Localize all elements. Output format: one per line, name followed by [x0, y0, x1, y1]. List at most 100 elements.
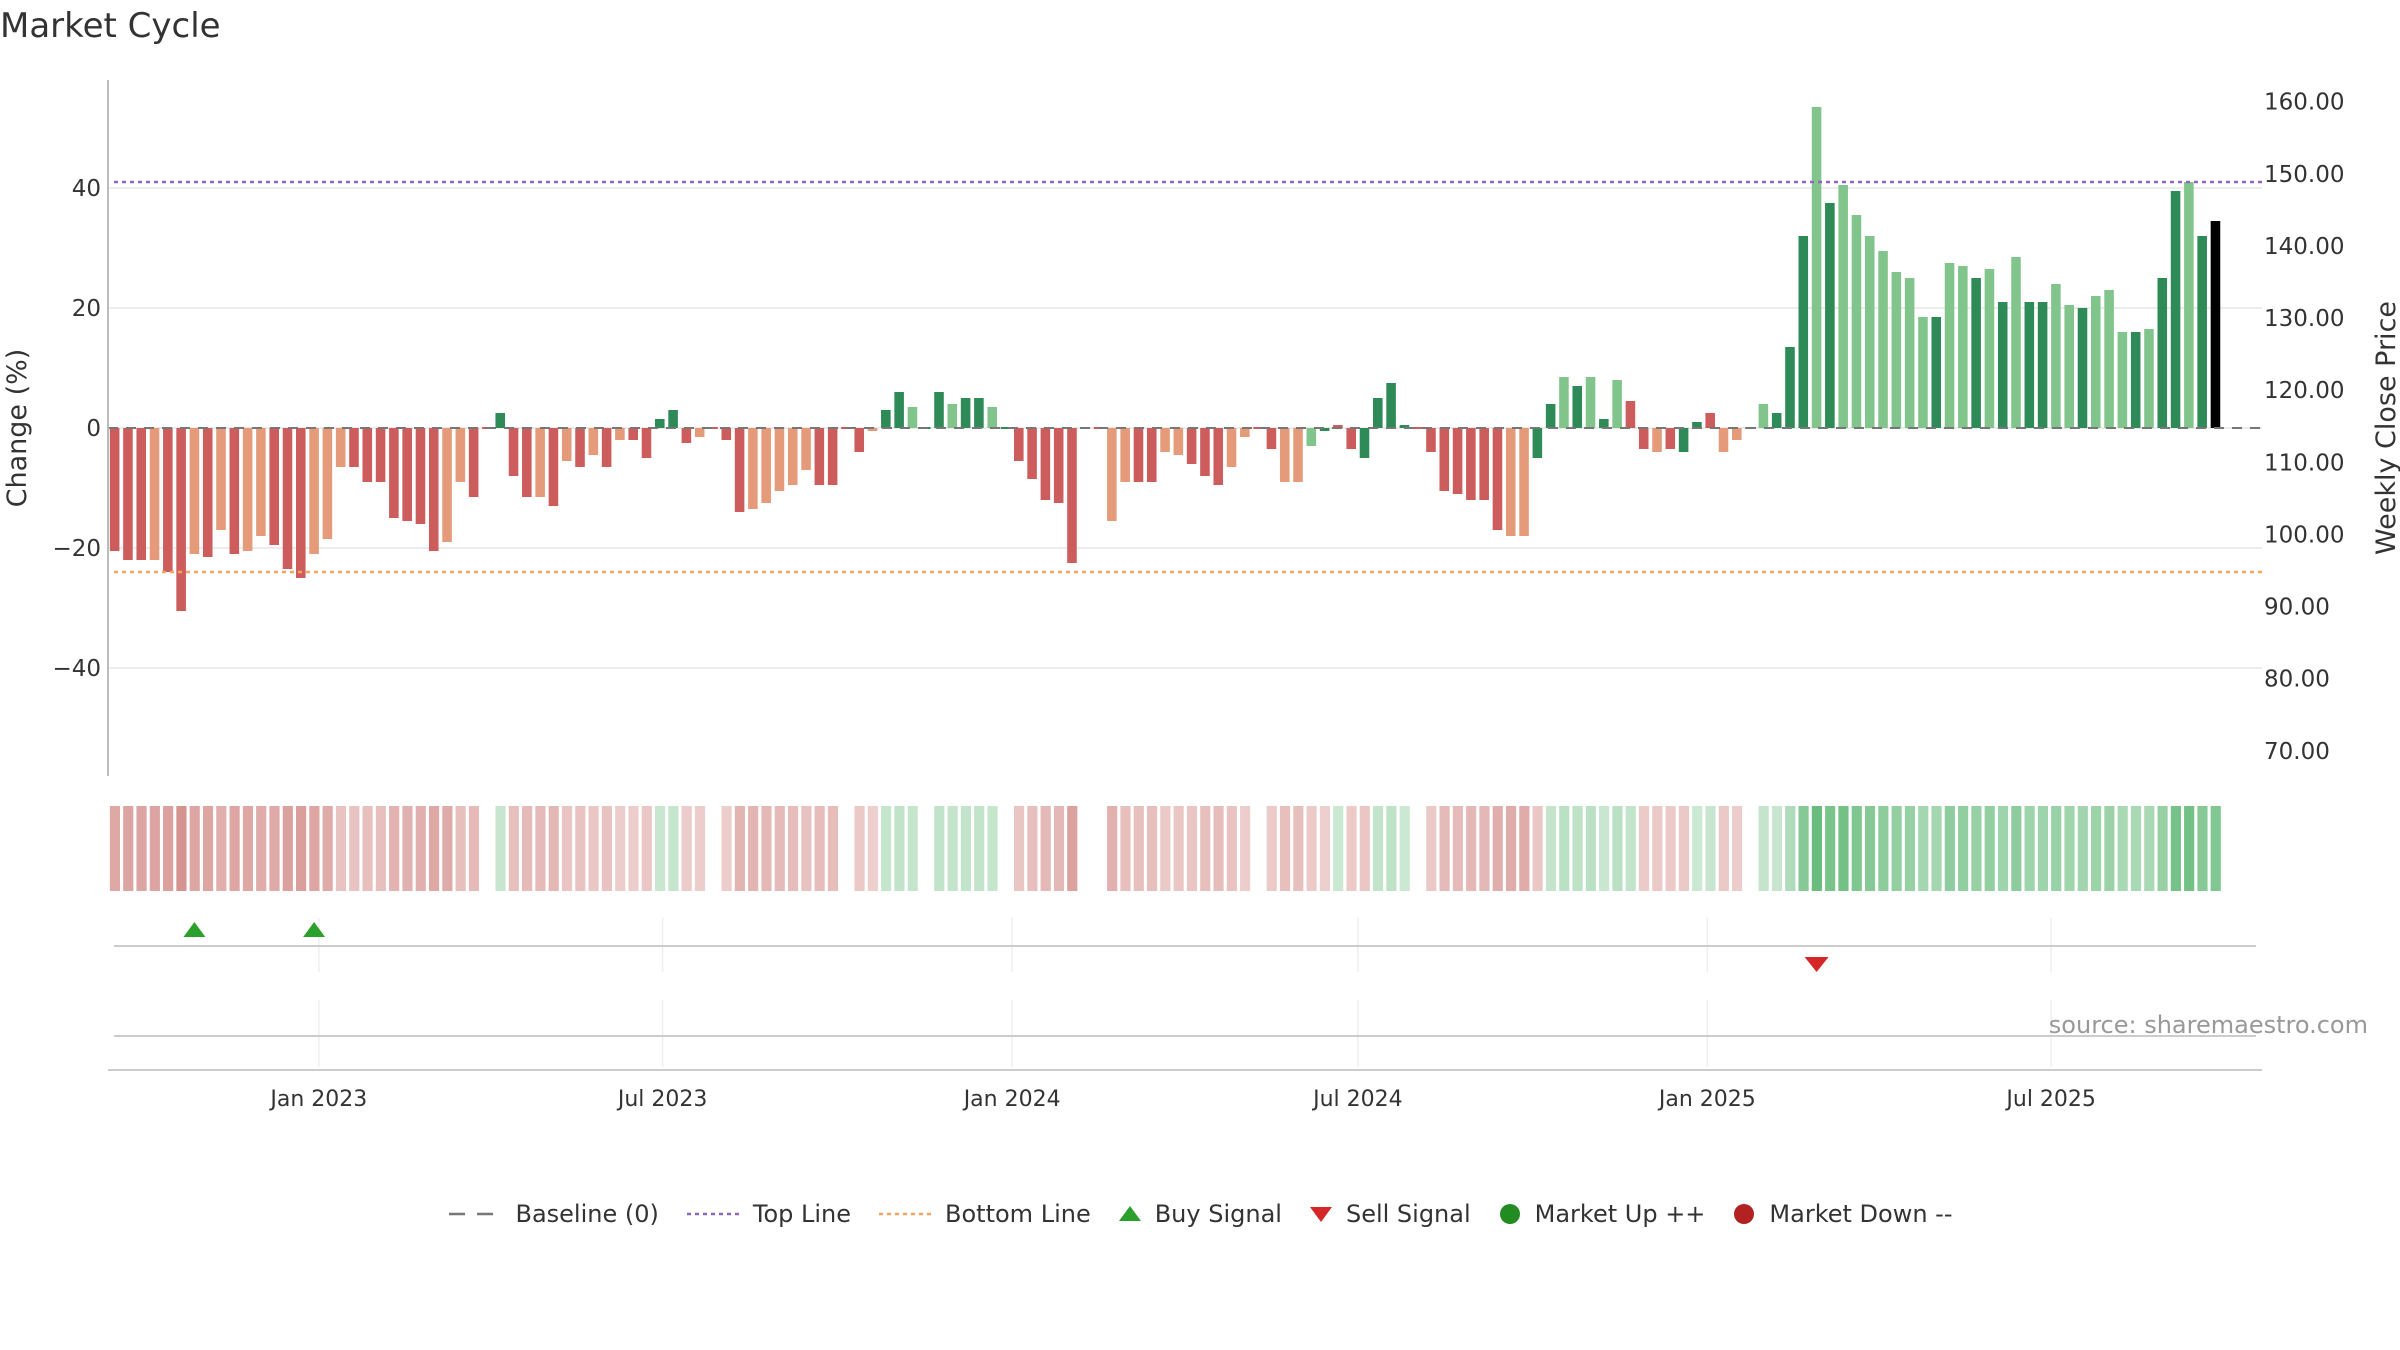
bar [1333, 425, 1343, 428]
bar [468, 428, 479, 497]
heat-cell [522, 806, 533, 891]
bar [615, 428, 625, 440]
heat-cell [2144, 806, 2155, 891]
heat-cell [1931, 806, 1942, 891]
heat-cell [1545, 806, 1557, 891]
bar [1572, 386, 1583, 428]
heat-cell [1373, 806, 1384, 891]
bar [1027, 428, 1037, 479]
heat-cell [1771, 806, 1783, 891]
heat-cell [216, 806, 227, 891]
heat-cell [202, 806, 214, 891]
x-tick-label: Jan 2023 [268, 1087, 367, 1112]
bar [694, 428, 705, 437]
heat-cell [655, 806, 666, 891]
bar [1359, 428, 1370, 458]
heat-cell [322, 806, 333, 891]
bar [1279, 428, 1290, 482]
heat-cell [1825, 806, 1836, 891]
legend-label: Buy Signal [1154, 1200, 1282, 1228]
legend-item: Sell Signal [1308, 1200, 1471, 1228]
legend-label: Sell Signal [1345, 1200, 1471, 1228]
bar [2157, 278, 2168, 428]
heat-cell [1625, 806, 1636, 891]
y2-tick-label: 130.00 [2264, 306, 2344, 332]
bar [136, 428, 147, 560]
buy-signal-marker [303, 922, 326, 937]
bar [960, 398, 971, 428]
bar [1200, 428, 1210, 476]
bar [1306, 428, 1317, 446]
y2-tick-label: 160.00 [2264, 90, 2344, 116]
heat-cell [1466, 806, 1477, 891]
heat-cell [1532, 806, 1543, 891]
heat-cell [2037, 806, 2048, 891]
bar [1811, 107, 1822, 428]
heat-cell [1240, 806, 1251, 891]
bar [1625, 401, 1636, 428]
bar [2077, 308, 2088, 428]
bar [1226, 428, 1237, 467]
heat-cell [1452, 806, 1463, 891]
bar [2037, 302, 2048, 428]
heat-cell [628, 806, 639, 891]
bar [1412, 427, 1423, 429]
bar [2024, 302, 2035, 428]
bar [1399, 425, 1410, 428]
heat-cell [1572, 806, 1583, 891]
bar [1838, 185, 1848, 428]
heat-cell [1638, 806, 1650, 891]
bar [123, 428, 133, 560]
bar [575, 428, 585, 467]
heat-cell [1838, 806, 1849, 891]
legend-triangle [1118, 1206, 1141, 1221]
bar [854, 428, 865, 452]
bar [1718, 428, 1729, 452]
heat-cell [2197, 806, 2208, 891]
heat-cell [1918, 806, 1929, 891]
grid-layer [108, 187, 2262, 669]
bar [2091, 296, 2101, 428]
heat-cell [1027, 806, 1038, 891]
heat-cell [149, 806, 160, 891]
heat-cell [1864, 806, 1876, 891]
y2-axis-label: Weekly Close Price [2371, 301, 2400, 555]
x-tick-label: Jan 2025 [1657, 1087, 1756, 1112]
heat-cell [389, 806, 400, 891]
heat-cell [1692, 806, 1703, 891]
bar [1692, 422, 1702, 428]
heat-cell [668, 806, 679, 891]
bar [1997, 302, 2008, 428]
bar [149, 428, 160, 560]
heat-cell [1346, 806, 1357, 891]
heat-cell [1705, 806, 1716, 891]
y-tick-label: 40 [72, 176, 101, 202]
heat-cell [1984, 806, 1995, 891]
bar [787, 428, 798, 485]
heat-cell [1107, 806, 1118, 891]
bar [2011, 257, 2021, 428]
bar [2170, 191, 2181, 428]
heat-cell [1971, 806, 1982, 891]
bar [1891, 272, 1902, 428]
bar [1864, 236, 1875, 428]
legend: Baseline (0) Top Line Bottom Line Buy Signa… [0, 1200, 2400, 1228]
bar [774, 428, 785, 491]
heat-cell [1333, 806, 1344, 891]
bar [748, 428, 758, 509]
heat-cell [1997, 806, 2009, 891]
heat-cell [309, 806, 320, 891]
heat-cell [1053, 806, 1065, 891]
bar [1146, 428, 1157, 482]
bar [1958, 266, 1968, 428]
bar [641, 428, 652, 458]
bar [1918, 317, 1928, 428]
heat-cell [2157, 806, 2168, 891]
bar [1931, 317, 1942, 428]
bar [1213, 428, 1224, 485]
heat-cell [588, 806, 599, 891]
bar [1346, 428, 1356, 449]
heat-cell [296, 806, 307, 891]
heat-cell [641, 806, 652, 891]
bar [1426, 428, 1436, 452]
